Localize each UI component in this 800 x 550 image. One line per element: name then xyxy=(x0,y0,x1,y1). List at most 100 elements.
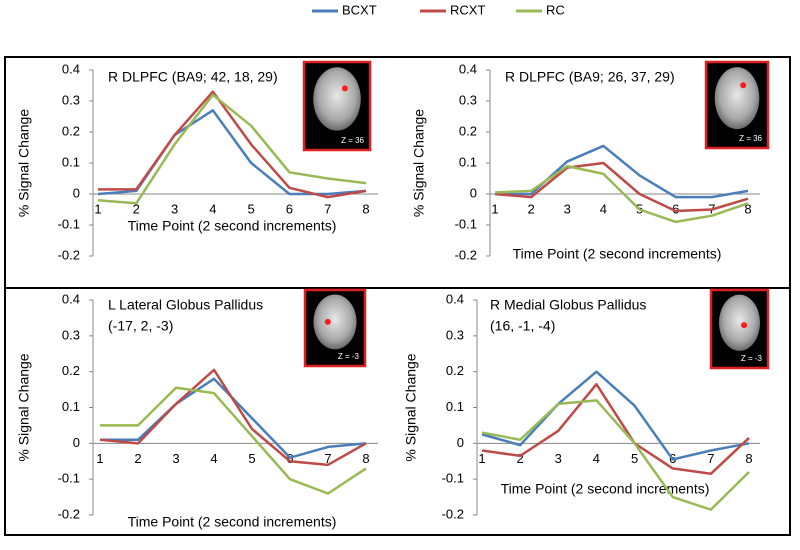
x-axis-label: Time Point (2 second increments) xyxy=(501,481,710,497)
panel-title: L Lateral Globus Pallidus xyxy=(108,297,263,313)
x-tick-label: 5 xyxy=(248,201,255,216)
y-tick-label: 0.4 xyxy=(446,291,464,306)
x-tick-label: 1 xyxy=(94,201,101,216)
y-tick-label: 0.1 xyxy=(446,399,464,414)
x-tick-label: 7 xyxy=(707,451,714,466)
x-tick-label: 4 xyxy=(209,201,216,216)
series-line xyxy=(494,164,749,224)
series-line xyxy=(481,382,750,476)
x-tick-label: 2 xyxy=(134,451,141,466)
inset-brain xyxy=(718,294,761,351)
y-tick-label: 0.3 xyxy=(446,327,464,342)
series-line xyxy=(97,93,367,205)
y-tick-label: 0.1 xyxy=(459,154,477,169)
x-tick-label: 5 xyxy=(631,451,638,466)
series-line xyxy=(99,368,367,467)
panel: 0.40.30.20.10-0.1-0.21 2 3 4 5 6 7 8% Signal Ch… xyxy=(403,288,770,521)
x-tick-label: 7 xyxy=(324,451,331,466)
x-tick-label: 1 xyxy=(96,451,103,466)
y-tick-label: 0.4 xyxy=(459,61,477,76)
legend-label: BCXT xyxy=(342,2,377,17)
y-axis-label: % Signal Change xyxy=(16,109,32,217)
legend-label: RC xyxy=(546,2,565,17)
x-tick-label: 4 xyxy=(600,201,607,216)
panel-title: R DLPFC (BA9; 26, 37, 29) xyxy=(505,69,675,85)
y-tick-label: -0.1 xyxy=(455,216,477,231)
x-tick-label: 2 xyxy=(517,451,524,466)
x-axis-label: Time Point (2 second increments) xyxy=(513,246,722,262)
y-tick-label: 0 xyxy=(73,185,80,200)
series-line xyxy=(481,370,750,461)
series-line xyxy=(98,90,367,199)
inset-label: Z = 36 xyxy=(341,136,364,145)
y-tick-label: -0.2 xyxy=(455,247,477,262)
y-tick-label: 0.2 xyxy=(62,123,80,138)
x-tick-label: 8 xyxy=(362,451,369,466)
y-tick-label: -0.2 xyxy=(442,506,464,521)
y-tick-label: 0.3 xyxy=(459,92,477,107)
panel-title: R Medial Globus Pallidus xyxy=(490,297,646,313)
panel-title: (16, -1, -4) xyxy=(490,318,555,334)
series-line xyxy=(100,386,367,495)
x-tick-label: 1 xyxy=(478,451,485,466)
x-tick-label: 4 xyxy=(593,451,600,466)
panel: 0.4 0.3 0.2 0.1 0 -0.1 -0.2 1 2 3 4 5 6 7 8 % Signal Ch… xyxy=(16,60,378,262)
figure-frame xyxy=(4,56,791,536)
panel-title: R DLPFC (BA9; 42, 18, 29) xyxy=(108,69,278,85)
panel-title: (-17, 2, -3) xyxy=(108,318,173,334)
inset-activation xyxy=(324,318,331,325)
y-tick-label: 0.4 xyxy=(62,61,80,76)
x-tick-label: 2 xyxy=(133,201,140,216)
y-tick-label: 0.1 xyxy=(62,399,80,414)
x-tick-label: 3 xyxy=(564,201,571,216)
y-tick-label: 0.1 xyxy=(62,154,80,169)
x-tick-label: 6 xyxy=(672,201,679,216)
y-tick-label: 0 xyxy=(470,185,477,200)
x-tick-label: 5 xyxy=(248,451,255,466)
inset-label: Z = -3 xyxy=(741,354,763,363)
x-tick-label: 4 xyxy=(210,451,217,466)
x-tick-label: 2 xyxy=(528,201,535,216)
y-tick-label: 0.2 xyxy=(446,363,464,378)
y-tick-label: 0.2 xyxy=(62,363,80,378)
panel: 0.40.30.20.10-0.1-0.21 2 3 4 5 6 7 8% Signal Ch… xyxy=(16,288,378,530)
y-tick-label: 0 xyxy=(73,435,80,450)
inset-activation xyxy=(341,85,348,92)
y-tick-label: 0.2 xyxy=(459,123,477,138)
y-axis-label: % Signal Change xyxy=(16,353,32,461)
y-tick-label: -0.1 xyxy=(58,216,80,231)
y-tick-label: -0.1 xyxy=(58,471,80,486)
inset-brain xyxy=(313,67,361,131)
x-tick-label: 3 xyxy=(171,201,178,216)
x-tick-label: 3 xyxy=(172,451,179,466)
y-axis-label: % Signal Change xyxy=(403,353,419,461)
x-axis-label: Time Point (2 second increments) xyxy=(128,514,337,530)
x-tick-label: 8 xyxy=(745,451,752,466)
inset-label: Z = -3 xyxy=(338,352,360,361)
y-tick-label: -0.2 xyxy=(58,247,80,262)
x-tick-label: 1 xyxy=(491,201,498,216)
series-line xyxy=(495,144,749,199)
x-axis-label: Time Point (2 second increments) xyxy=(128,218,337,234)
x-tick-label: 6 xyxy=(286,201,293,216)
inset-brain xyxy=(714,67,760,130)
inset-label: Z = 36 xyxy=(739,134,762,143)
x-tick-label: 8 xyxy=(744,201,751,216)
series-line xyxy=(494,161,749,213)
y-tick-label: -0.1 xyxy=(442,471,464,486)
series-line xyxy=(481,399,750,511)
y-tick-label: -0.2 xyxy=(58,506,80,521)
inset-brain xyxy=(313,294,357,350)
legend-label: RCXT xyxy=(450,2,485,17)
series-line xyxy=(100,377,367,459)
y-axis-label: % Signal Change xyxy=(411,109,427,217)
y-tick-label: 0.3 xyxy=(62,92,80,107)
x-tick-label: 8 xyxy=(362,201,369,216)
y-tick-label: 0 xyxy=(457,435,464,450)
inset-activation xyxy=(740,82,747,89)
x-tick-label: 3 xyxy=(555,451,562,466)
y-tick-label: 0.4 xyxy=(62,291,80,306)
y-tick-label: 0.3 xyxy=(62,327,80,342)
x-tick-label: 7 xyxy=(324,201,331,216)
